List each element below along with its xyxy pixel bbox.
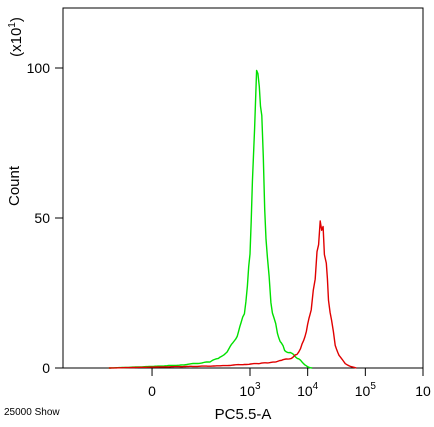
y-multiplier-label: (x101)	[7, 17, 25, 57]
footer-note: 25000 Show	[4, 407, 60, 418]
y-axis-title: Count	[6, 165, 23, 206]
x-tick-exponent: 5	[370, 381, 376, 392]
x-tick-exponent: 4	[313, 381, 319, 392]
x-axis-ticks: 0 103 104 105 10	[148, 368, 431, 399]
x-tick-base: 10	[355, 383, 371, 399]
x-tick-exponent: 3	[255, 381, 261, 392]
plot-frame	[62, 7, 424, 369]
y-multiplier-close: )	[8, 17, 25, 22]
x-tick-base: 10	[415, 383, 431, 399]
x-tick-base: 10	[239, 383, 255, 399]
x-tick-label: 0	[148, 383, 156, 399]
x-tick-label: 105	[355, 381, 377, 399]
x-axis-title: PC5.5-A	[215, 406, 272, 423]
y-tick-label: 50	[34, 210, 50, 226]
y-multiplier-exponent: 1	[7, 22, 18, 28]
x-tick-label: 10	[415, 383, 431, 399]
x-tick-base: 10	[297, 383, 313, 399]
x-tick-label: 103	[239, 381, 261, 399]
series-layer	[108, 69, 357, 369]
y-axis-ticks: 0 50 100	[27, 60, 63, 376]
y-tick-label: 100	[27, 60, 51, 76]
y-tick-label: 0	[42, 360, 50, 376]
y-multiplier-base: (x10	[8, 28, 25, 57]
svg-text:(x101): (x101)	[7, 17, 25, 57]
series-line-2	[108, 220, 357, 369]
x-tick-base: 0	[148, 383, 156, 399]
x-tick-label: 104	[297, 381, 319, 399]
